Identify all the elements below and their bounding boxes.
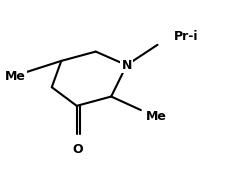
Text: Me: Me [146, 110, 167, 123]
Text: Me: Me [5, 70, 25, 83]
Text: N: N [121, 59, 132, 72]
Text: O: O [73, 143, 83, 156]
Text: Pr-i: Pr-i [174, 30, 198, 43]
